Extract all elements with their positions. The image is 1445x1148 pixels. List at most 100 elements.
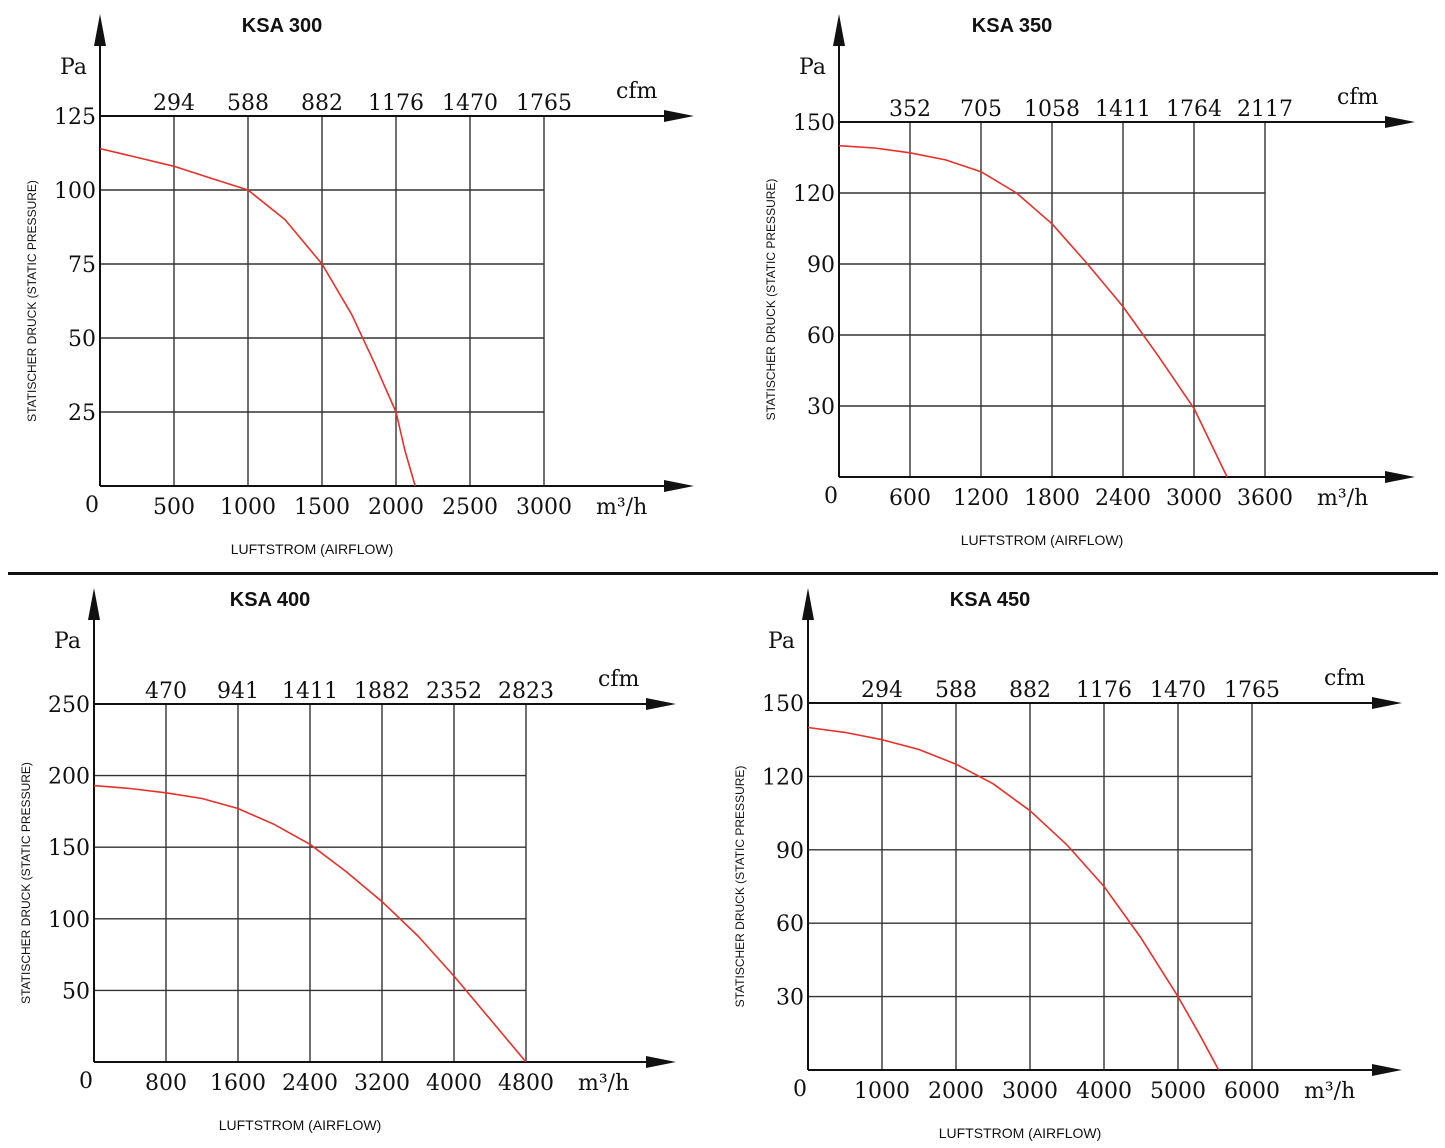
cfm-unit-label: cfm (616, 79, 657, 104)
x-tick-label: 4800 (498, 1071, 554, 1096)
y-unit-label: Pa (54, 629, 81, 654)
y-axis-arrow-icon (94, 14, 106, 46)
y-axis-title: STATISCHER DRUCK (STATIC PRESSURE) (764, 179, 778, 421)
y-tick-label: 60 (776, 912, 804, 937)
x-tick-label: 6000 (1224, 1079, 1280, 1104)
x-tick-label: 1000 (854, 1079, 910, 1104)
chart-title: KSA 350 (972, 15, 1052, 37)
y-tick-label: 120 (793, 182, 835, 207)
chart-panel: KSA 450 Pa cfm m³/h 0 30 60 90 120 150 1000 2000 300… (722, 574, 1444, 1148)
cfm-tick-label: 470 (145, 679, 187, 704)
x-tick-label: 2000 (928, 1079, 984, 1104)
x-unit-label: m³/h (596, 495, 647, 520)
x-tick-label: 3000 (1166, 486, 1222, 511)
x-unit-label: m³/h (1304, 1079, 1355, 1104)
chart-title: KSA 450 (950, 589, 1030, 611)
fan-curve-series (93, 784, 527, 1063)
y-tick-label: 250 (48, 693, 90, 718)
cfm-axis-arrow-icon (1385, 116, 1415, 128)
cfm-tick-label: 294 (153, 91, 195, 116)
y-tick-label: 125 (54, 105, 96, 130)
y-tick-label: 150 (793, 111, 835, 136)
y-axis-arrow-icon (88, 588, 100, 620)
cfm-tick-label: 588 (935, 678, 977, 703)
cfm-tick-label: 1176 (1076, 678, 1132, 703)
x-tick-label: 2000 (368, 495, 424, 520)
y-tick-label: 60 (807, 324, 835, 349)
x-tick-label: 800 (145, 1071, 187, 1096)
x-unit-label: m³/h (1317, 486, 1368, 511)
x-tick-label: 3000 (516, 495, 572, 520)
y-tick-label: 90 (776, 839, 804, 864)
y-tick-label: 100 (54, 179, 96, 204)
cfm-tick-label: 588 (227, 91, 269, 116)
cfm-tick-label: 882 (301, 91, 343, 116)
x-axis-title: LUFTSTROM (AIRFLOW) (961, 532, 1124, 548)
x-tick-label: 1500 (294, 495, 350, 520)
x-tick-label: 2400 (282, 1071, 338, 1096)
chart-title: KSA 300 (242, 15, 322, 37)
x-tick-label: 500 (153, 495, 195, 520)
cfm-tick-label: 1411 (282, 679, 338, 704)
y-axis-title: STATISCHER DRUCK (STATIC PRESSURE) (25, 180, 39, 422)
y-axis-title: STATISCHER DRUCK (STATIC PRESSURE) (733, 766, 747, 1008)
origin-label: 0 (793, 1077, 807, 1102)
y-tick-label: 150 (762, 692, 804, 717)
x-tick-label: 4000 (1076, 1079, 1132, 1104)
cfm-axis-arrow-icon (1372, 697, 1402, 709)
fan-curve-series (99, 147, 416, 487)
fan-curve-chart: KSA 300 Pa cfm m³/h 0 25 50 75 100 125 500 1000 1500… (25, 14, 694, 557)
y-unit-label: Pa (768, 629, 795, 654)
y-tick-label: 50 (68, 327, 96, 352)
x-axis-arrow-icon (646, 1056, 676, 1068)
cfm-tick-label: 294 (861, 678, 903, 703)
x-tick-label: 1200 (953, 486, 1009, 511)
x-axis-title: LUFTSTROM (AIRFLOW) (231, 541, 394, 557)
y-tick-label: 75 (68, 253, 96, 278)
origin-label: 0 (824, 484, 838, 509)
x-tick-label: 1800 (1024, 486, 1080, 511)
x-axis-title: LUFTSTROM (AIRFLOW) (939, 1125, 1102, 1141)
fan-curve-chart: KSA 350 Pa cfm m³/h 0 30 60 90 120 150 600 1200 1800… (764, 14, 1415, 548)
chart-panel: KSA 400 Pa cfm m³/h 0 50 100 150 200 250 800 1600 24… (0, 574, 722, 1148)
cfm-unit-label: cfm (598, 667, 639, 692)
chart-panel: KSA 350 Pa cfm m³/h 0 30 60 90 120 150 600 1200 1800… (722, 0, 1444, 574)
cfm-unit-label: cfm (1324, 666, 1365, 691)
y-tick-label: 120 (762, 765, 804, 790)
x-tick-label: 3000 (1002, 1079, 1058, 1104)
y-tick-label: 30 (776, 986, 804, 1011)
y-axis-title: STATISCHER DRUCK (STATIC PRESSURE) (19, 762, 33, 1004)
cfm-tick-label: 1470 (1150, 678, 1206, 703)
x-axis-arrow-icon (1385, 471, 1415, 483)
origin-label: 0 (79, 1069, 93, 1094)
fan-curve-chart: KSA 450 Pa cfm m³/h 0 30 60 90 120 150 1000 2000 300… (733, 588, 1402, 1141)
section-divider (8, 572, 1438, 575)
y-tick-label: 30 (807, 395, 835, 420)
x-tick-label: 3600 (1237, 486, 1293, 511)
x-tick-label: 2400 (1095, 486, 1151, 511)
cfm-tick-label: 1470 (442, 91, 498, 116)
cfm-tick-label: 1764 (1166, 97, 1222, 122)
chart-title: KSA 400 (230, 589, 310, 611)
cfm-tick-label: 2117 (1237, 97, 1293, 122)
cfm-tick-label: 2823 (498, 679, 554, 704)
y-tick-label: 150 (48, 836, 90, 861)
cfm-tick-label: 1765 (1224, 678, 1280, 703)
x-tick-label: 5000 (1150, 1079, 1206, 1104)
x-tick-label: 600 (889, 486, 931, 511)
x-tick-label: 1000 (220, 495, 276, 520)
y-tick-label: 100 (48, 908, 90, 933)
cfm-tick-label: 352 (889, 97, 931, 122)
y-tick-label: 200 (48, 765, 90, 790)
y-unit-label: Pa (799, 55, 826, 80)
cfm-unit-label: cfm (1337, 85, 1378, 110)
cfm-tick-label: 882 (1009, 678, 1051, 703)
x-tick-label: 2500 (442, 495, 498, 520)
origin-label: 0 (85, 493, 99, 518)
x-axis-arrow-icon (1372, 1064, 1402, 1076)
fan-curve-series (807, 726, 1220, 1071)
cfm-tick-label: 1882 (354, 679, 410, 704)
fan-curve-chart: KSA 400 Pa cfm m³/h 0 50 100 150 200 250 800 1600 24… (19, 588, 676, 1133)
cfm-axis-arrow-icon (664, 110, 694, 122)
